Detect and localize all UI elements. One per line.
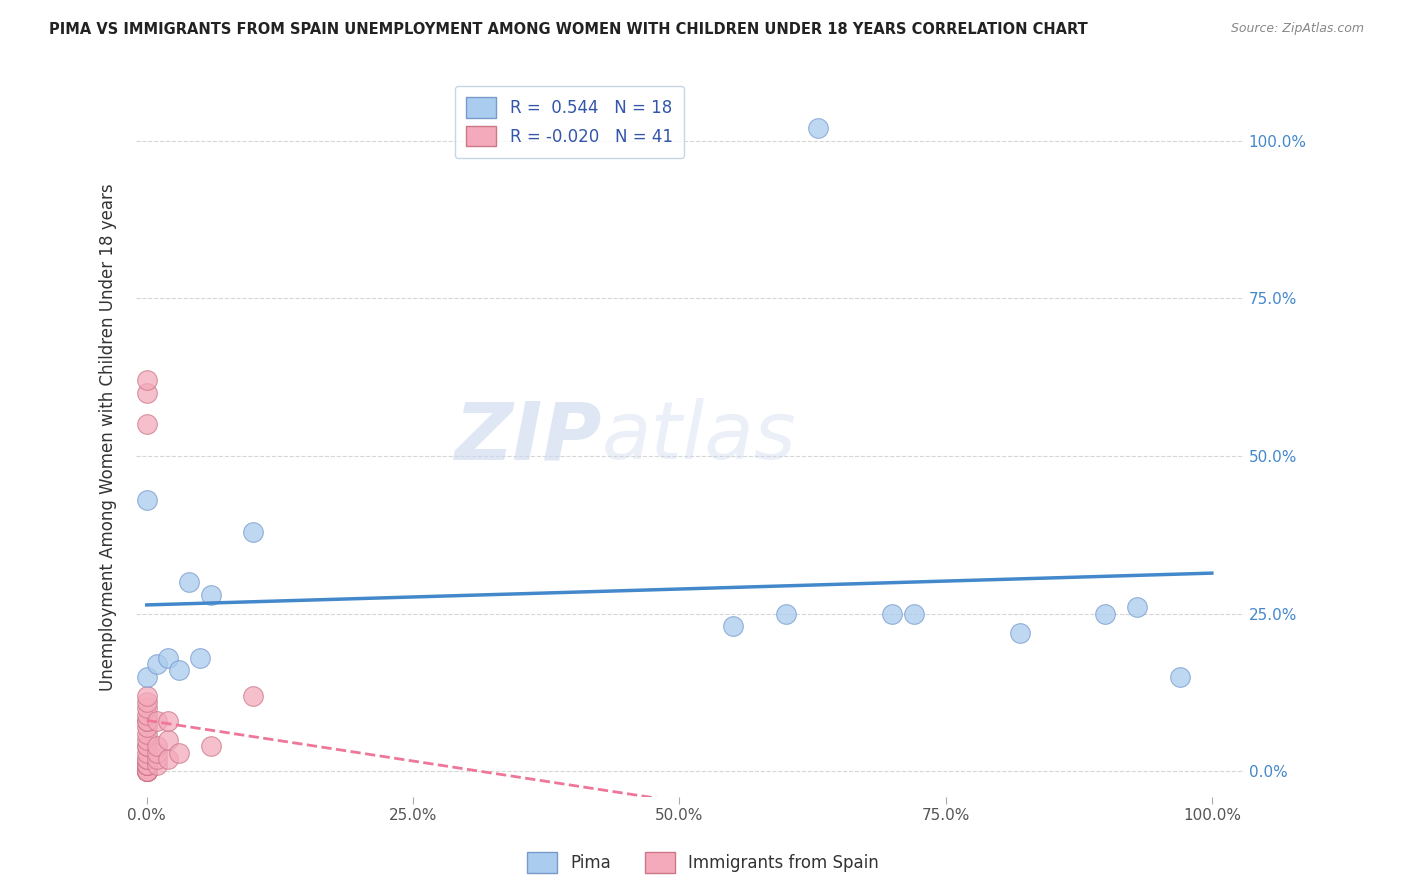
Point (135, 758, 157, 772)
Point (135, 689, 157, 703)
Point (721, 619, 744, 633)
Point (135, 758, 157, 772)
Point (1126, 600, 1149, 615)
Point (1168, 670, 1191, 684)
Point (135, 701, 157, 715)
Point (200, 739, 222, 754)
Point (775, 607, 797, 621)
Point (157, 714, 180, 728)
Legend: Pima, Immigrants from Spain: Pima, Immigrants from Spain (520, 846, 886, 880)
Y-axis label: Unemployment Among Women with Children Under 18 years: Unemployment Among Women with Children U… (100, 183, 117, 691)
Point (135, 758, 157, 772)
Point (135, 758, 157, 772)
Point (135, 720, 157, 734)
Point (135, 739, 157, 754)
Point (135, 417, 157, 432)
Point (135, 764, 157, 779)
Point (242, 689, 264, 703)
Point (135, 752, 157, 766)
Point (135, 707, 157, 722)
Text: atlas: atlas (602, 398, 796, 476)
Point (135, 746, 157, 760)
Point (1094, 607, 1116, 621)
Point (188, 651, 211, 665)
Point (135, 670, 157, 684)
Point (146, 714, 169, 728)
Point (135, 764, 157, 779)
Point (135, 764, 157, 779)
Point (157, 651, 180, 665)
Point (135, 726, 157, 740)
Point (135, 764, 157, 779)
Point (146, 739, 169, 754)
Point (135, 714, 157, 728)
Point (135, 714, 157, 728)
Legend: R =  0.544   N = 18, R = -0.020   N = 41: R = 0.544 N = 18, R = -0.020 N = 41 (454, 86, 685, 158)
Text: PIMA VS IMMIGRANTS FROM SPAIN UNEMPLOYMENT AMONG WOMEN WITH CHILDREN UNDER 18 YE: PIMA VS IMMIGRANTS FROM SPAIN UNEMPLOYME… (49, 22, 1088, 37)
Point (146, 657, 169, 672)
Point (242, 524, 264, 539)
Point (135, 764, 157, 779)
Point (157, 752, 180, 766)
Point (146, 746, 169, 760)
Text: ZIP: ZIP (454, 398, 602, 476)
Point (135, 385, 157, 400)
Point (135, 764, 157, 779)
Point (135, 764, 157, 779)
Point (179, 575, 201, 590)
Point (157, 732, 180, 747)
Point (135, 739, 157, 754)
Point (135, 764, 157, 779)
Point (135, 752, 157, 766)
Point (135, 373, 157, 387)
Point (200, 588, 222, 602)
Point (135, 695, 157, 709)
Point (135, 764, 157, 779)
Point (882, 607, 904, 621)
Text: Source: ZipAtlas.com: Source: ZipAtlas.com (1230, 22, 1364, 36)
Point (135, 732, 157, 747)
Point (146, 758, 169, 772)
Point (167, 746, 190, 760)
Point (807, 120, 830, 135)
Point (146, 752, 169, 766)
Point (903, 607, 925, 621)
Point (167, 664, 190, 678)
Point (1010, 625, 1032, 640)
Point (135, 493, 157, 508)
